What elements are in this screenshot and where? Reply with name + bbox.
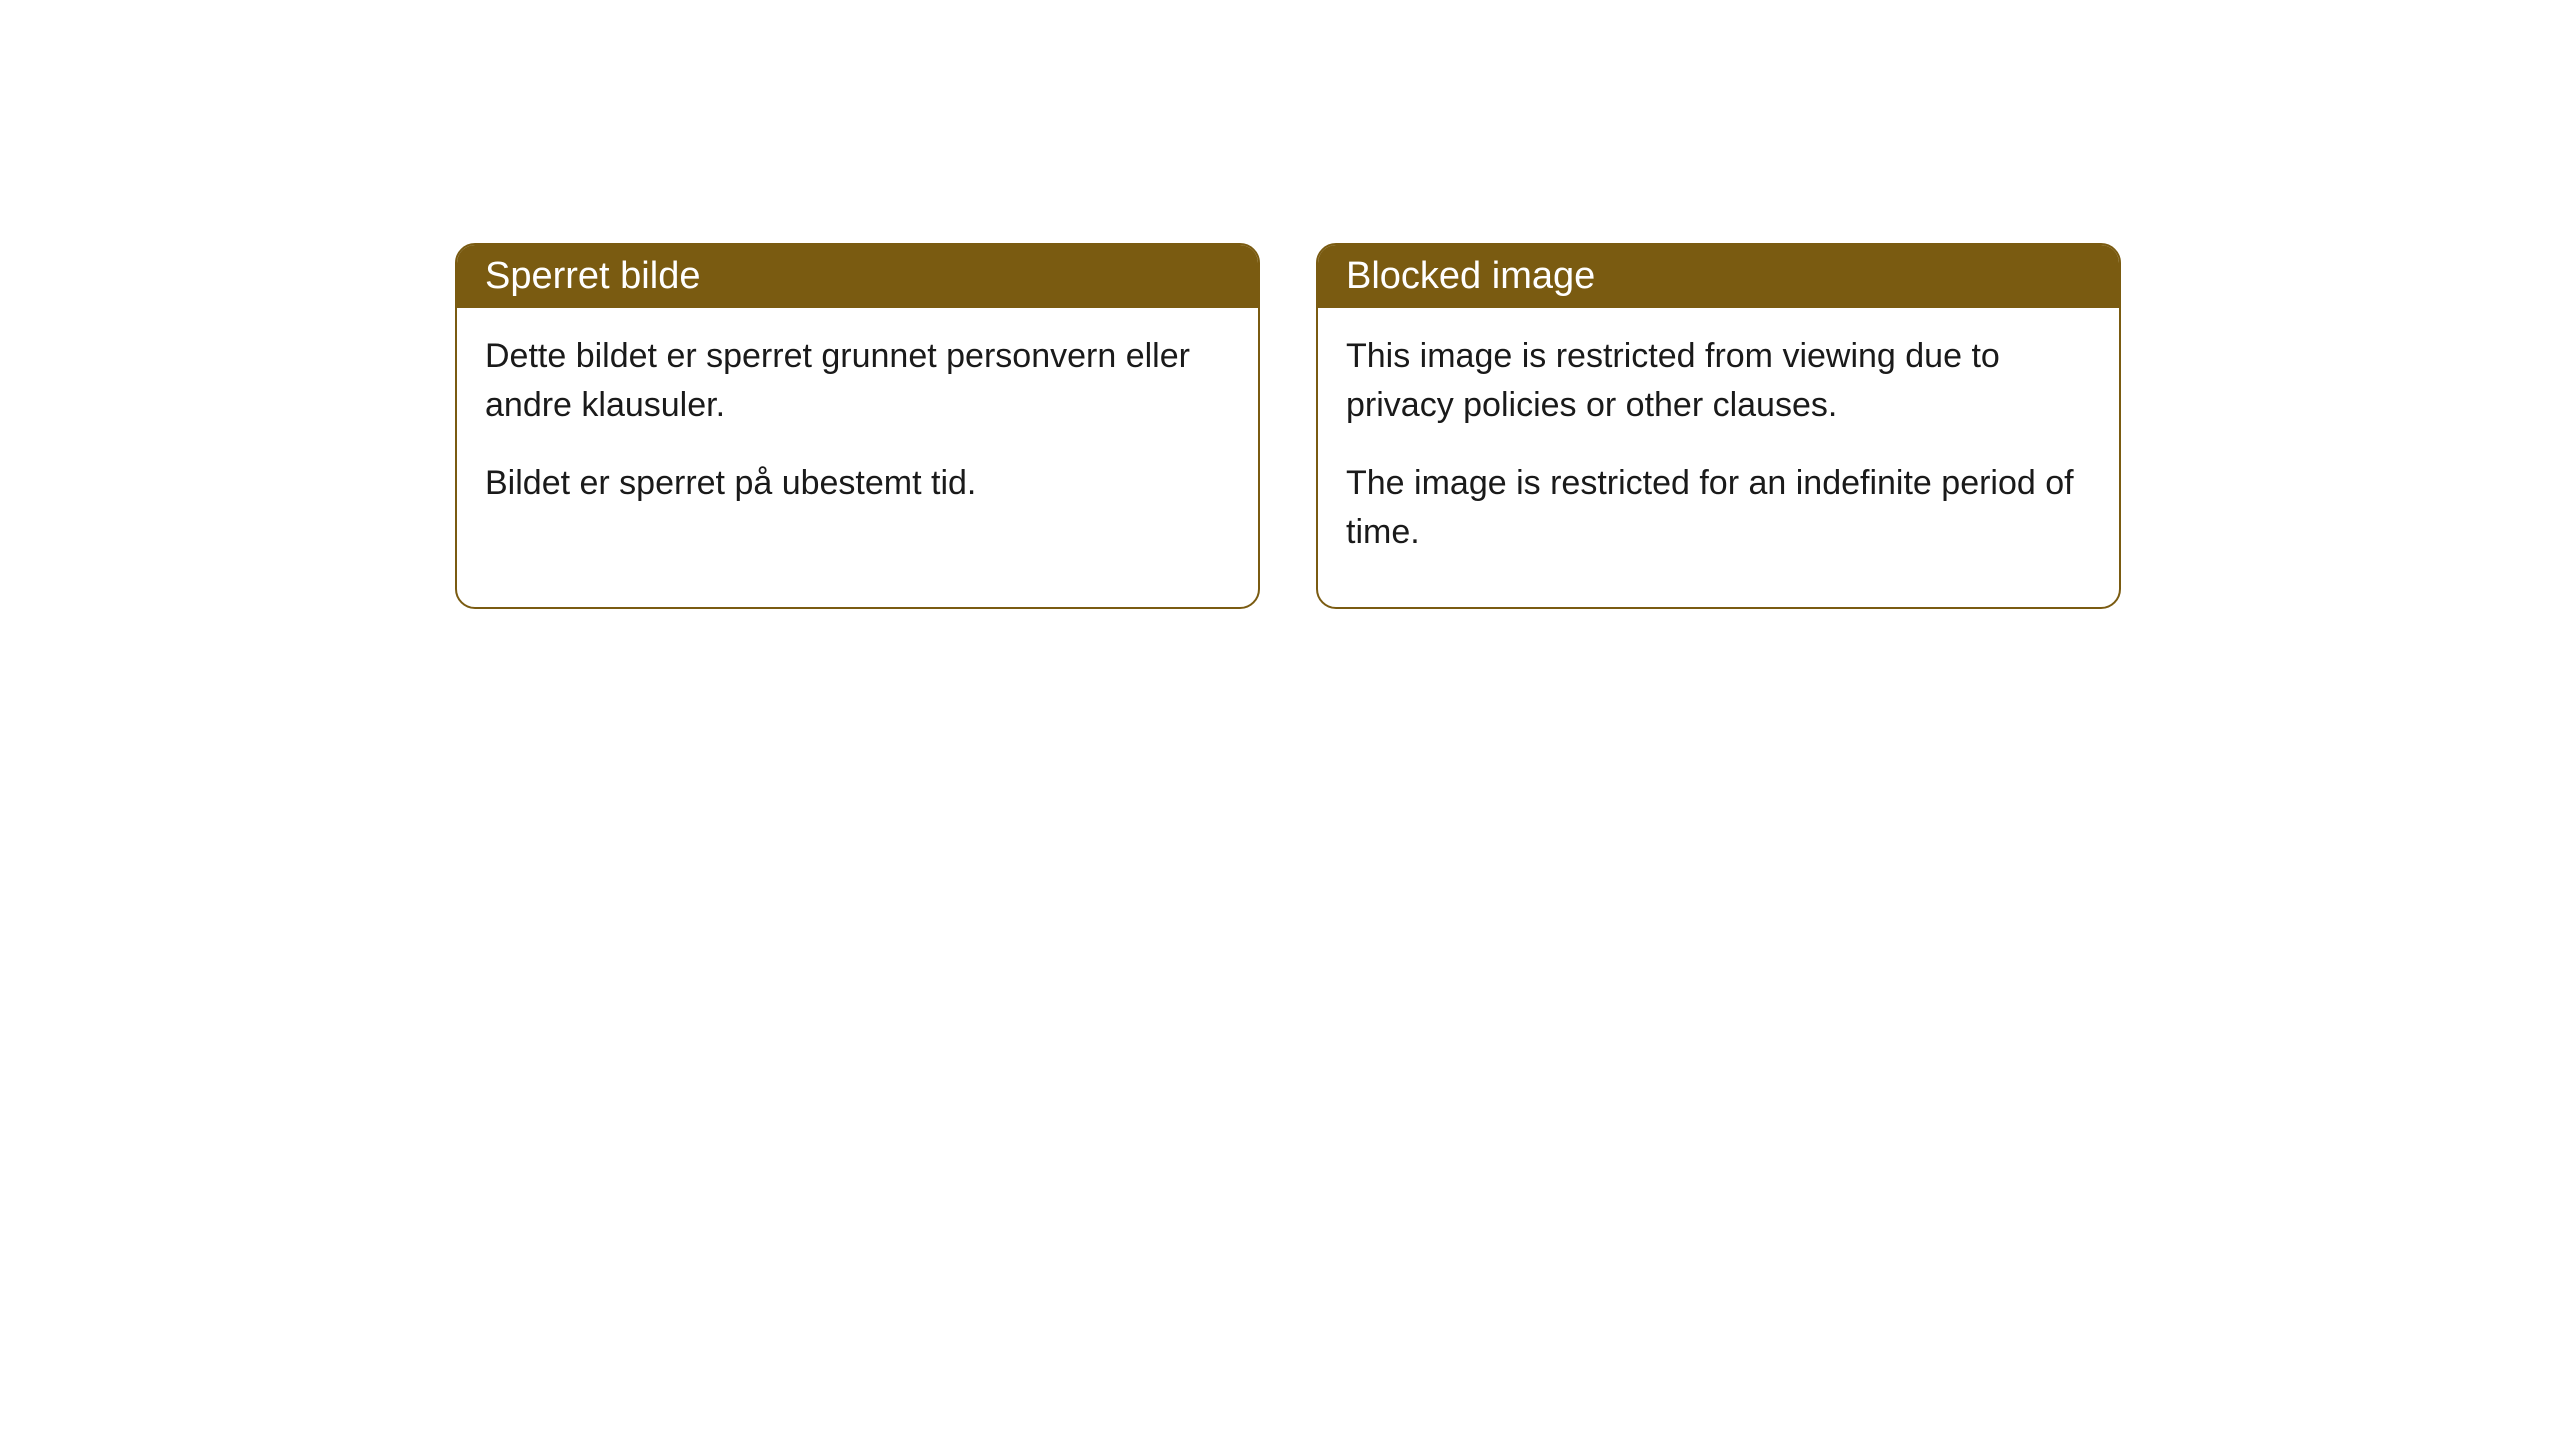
card-body: This image is restricted from viewing du…: [1318, 308, 2119, 607]
card-paragraph: This image is restricted from viewing du…: [1346, 332, 2091, 431]
notice-card-english: Blocked image This image is restricted f…: [1316, 243, 2121, 609]
card-paragraph: The image is restricted for an indefinit…: [1346, 459, 2091, 558]
card-header: Blocked image: [1318, 245, 2119, 308]
card-paragraph: Bildet er sperret på ubestemt tid.: [485, 459, 1230, 508]
card-paragraph: Dette bildet er sperret grunnet personve…: [485, 332, 1230, 431]
card-body: Dette bildet er sperret grunnet personve…: [457, 308, 1258, 558]
notice-card-norwegian: Sperret bilde Dette bildet er sperret gr…: [455, 243, 1260, 609]
card-title: Sperret bilde: [485, 255, 700, 297]
notice-container: Sperret bilde Dette bildet er sperret gr…: [455, 243, 2121, 609]
card-header: Sperret bilde: [457, 245, 1258, 308]
card-title: Blocked image: [1346, 255, 1595, 297]
